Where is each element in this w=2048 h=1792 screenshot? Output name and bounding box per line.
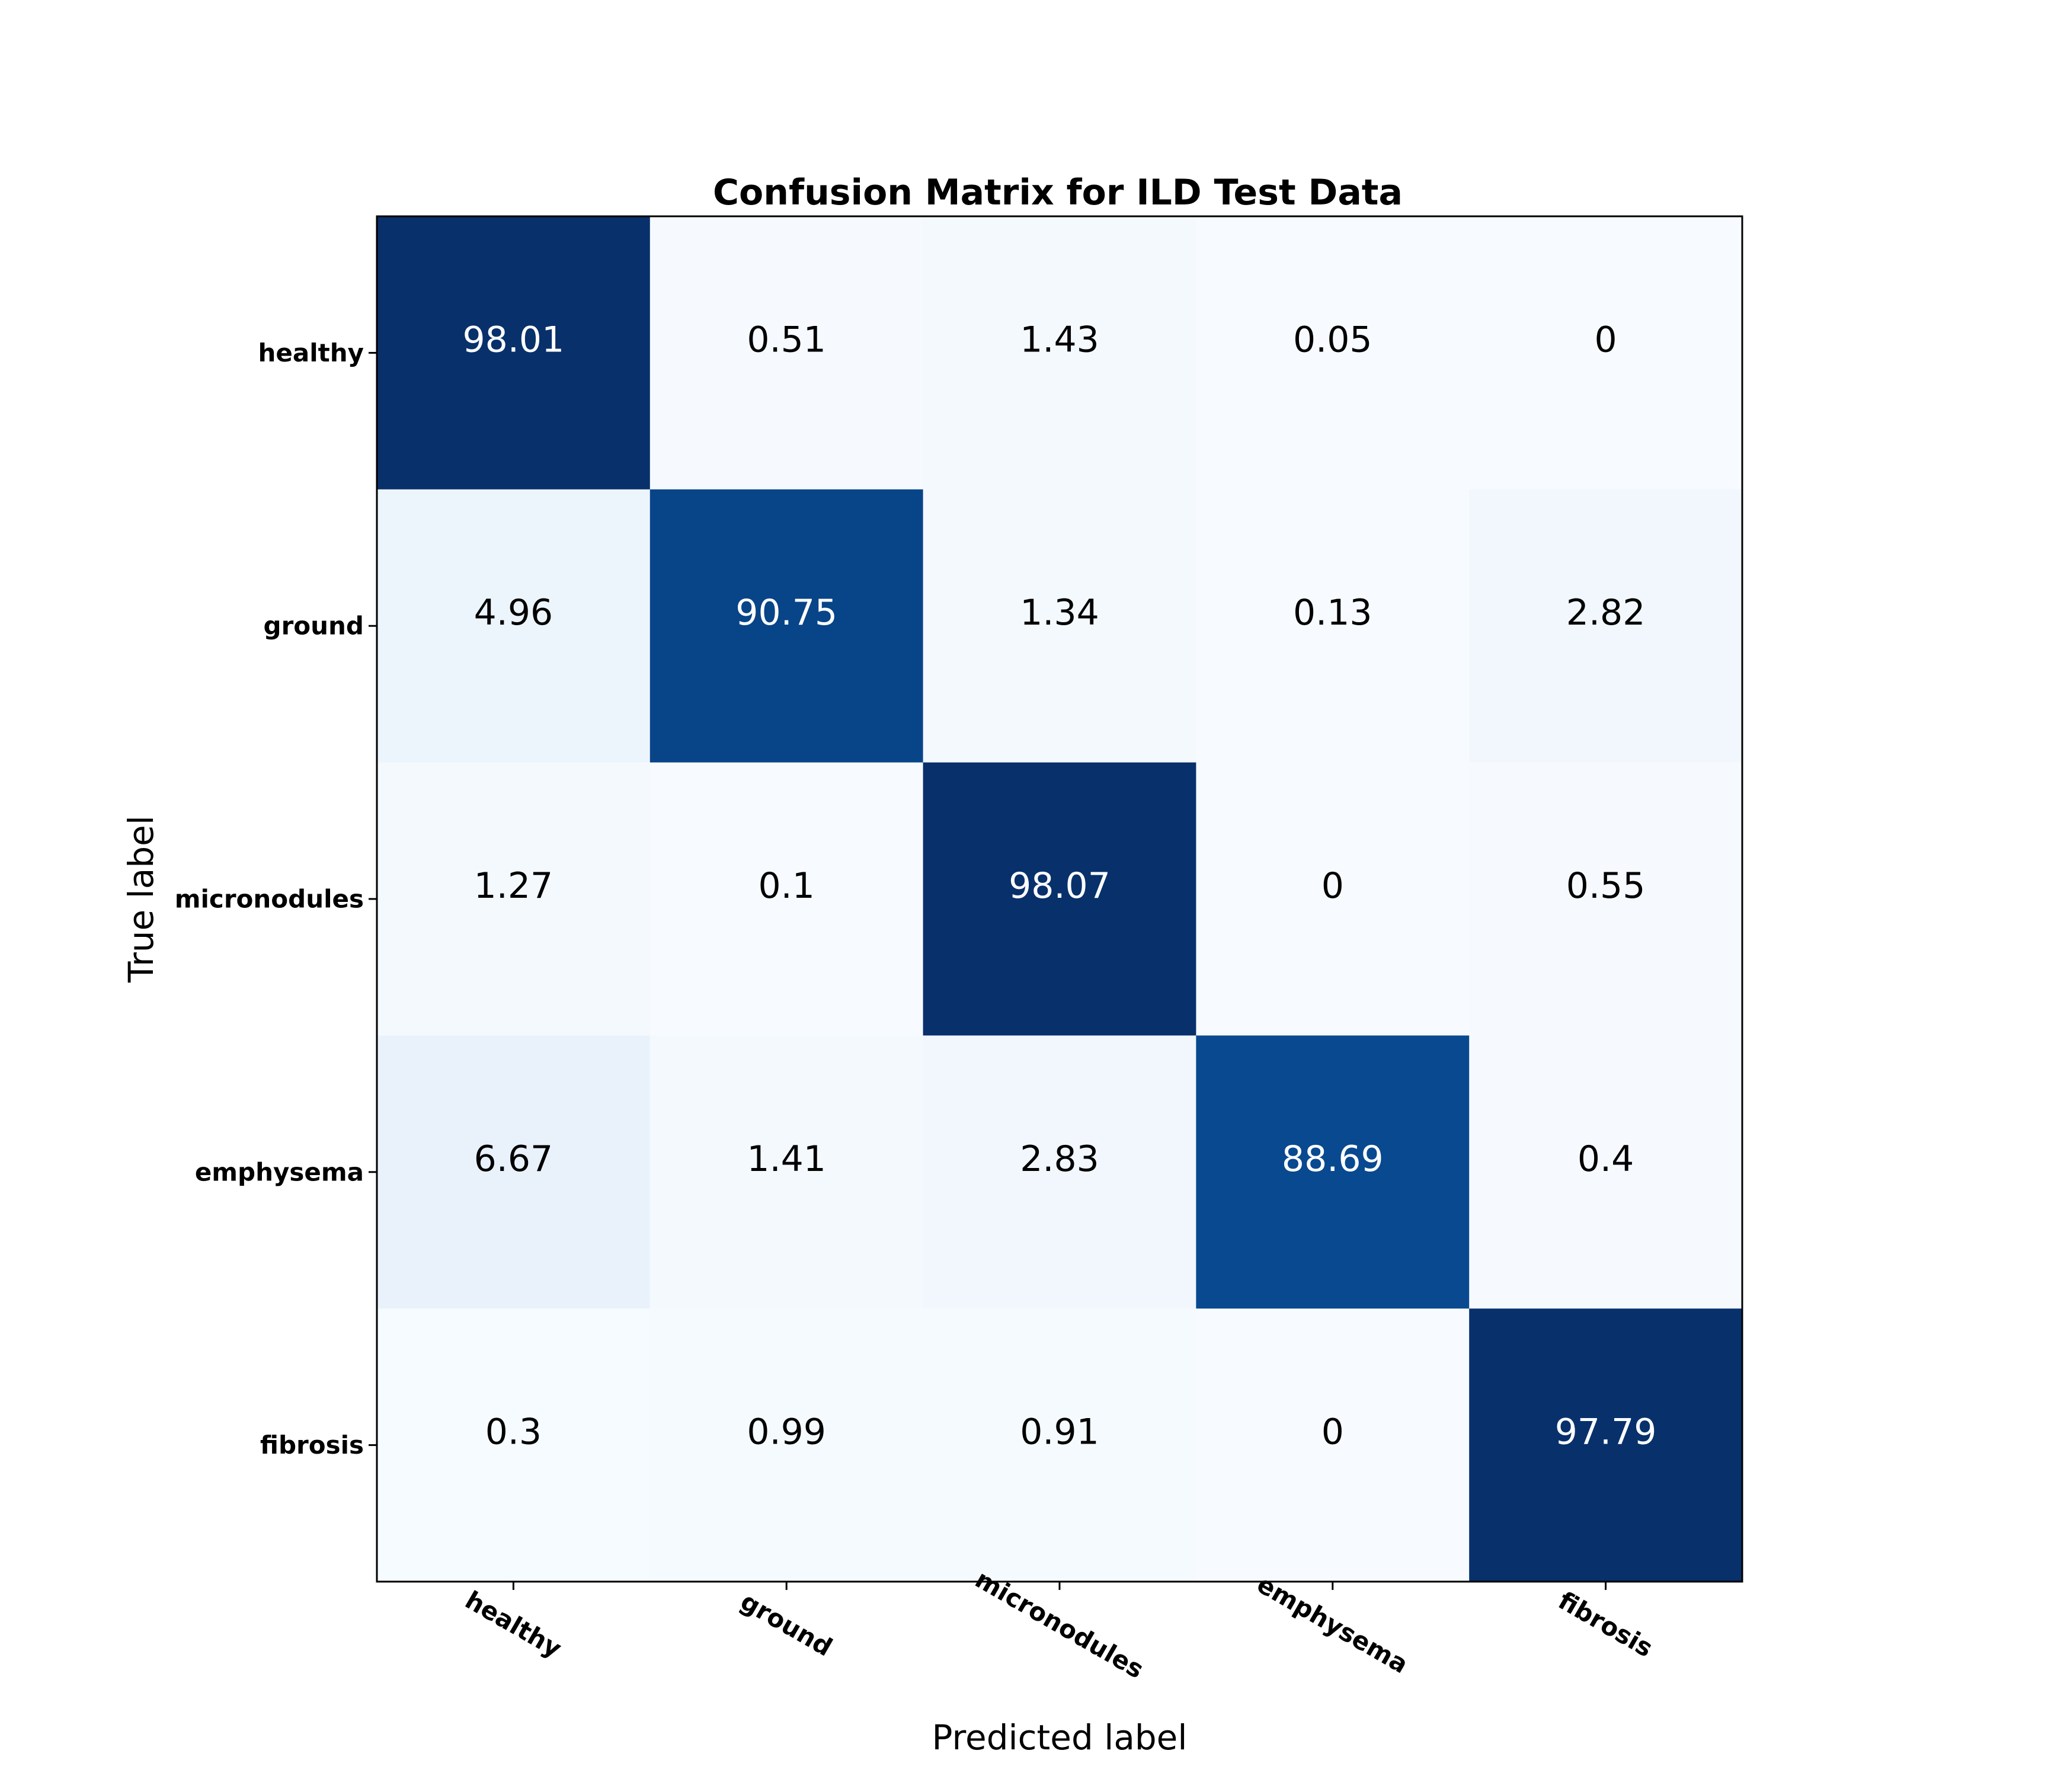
cell-value-ground-ground: 90.75 — [735, 592, 837, 633]
x-axis-title: Predicted label — [932, 1717, 1188, 1758]
heatmap-cell-healthy-ground — [649, 216, 924, 490]
y-tick-label-healthy: healthy — [258, 338, 364, 367]
heatmap-cell-ground-healthy — [377, 489, 651, 763]
cell-value-fibrosis-emphysema: 0 — [1321, 1412, 1344, 1453]
heatmap-cells — [377, 216, 1743, 1582]
chart-title: Confusion Matrix for ILD Test Data — [713, 172, 1403, 213]
cell-value-fibrosis-ground: 0.99 — [747, 1412, 826, 1453]
cell-value-emphysema-fibrosis: 0.4 — [1577, 1138, 1634, 1180]
heatmap-cell-healthy-emphysema — [1196, 216, 1470, 490]
heatmap-cell-fibrosis-emphysema — [1196, 1308, 1470, 1582]
x-tick-label-fibrosis: fibrosis — [1553, 1586, 1657, 1663]
y-tick-label-fibrosis: fibrosis — [260, 1431, 364, 1460]
heatmap-cell-ground-micronodules — [923, 489, 1196, 763]
cell-value-healthy-emphysema: 0.05 — [1293, 319, 1372, 360]
cell-value-ground-fibrosis: 2.82 — [1566, 592, 1646, 633]
cell-value-ground-emphysema: 0.13 — [1293, 592, 1372, 633]
heatmap-cell-ground-fibrosis — [1469, 489, 1743, 763]
cell-value-emphysema-micronodules: 2.83 — [1020, 1138, 1099, 1180]
heatmap-cell-micronodules-ground — [649, 762, 924, 1036]
heatmap-cell-fibrosis-micronodules — [923, 1308, 1196, 1582]
heatmap-cell-emphysema-healthy — [377, 1035, 651, 1309]
y-axis-title: True label — [121, 815, 161, 983]
cell-value-emphysema-ground: 1.41 — [747, 1138, 826, 1180]
cell-value-emphysema-emphysema: 88.69 — [1282, 1138, 1384, 1180]
heatmap-cell-emphysema-emphysema — [1196, 1035, 1470, 1309]
y-tick-label-ground: ground — [264, 612, 364, 641]
cell-value-healthy-healthy: 98.01 — [463, 319, 565, 360]
heatmap-cell-micronodules-emphysema — [1196, 762, 1470, 1036]
x-tick-label-ground: ground — [736, 1586, 837, 1662]
y-tick-label-emphysema: emphysema — [195, 1157, 364, 1186]
y-axis-ticks: healthy ground micronodules emphysema fibros… — [175, 338, 377, 1460]
x-tick-label-healthy: healthy — [460, 1585, 567, 1663]
heatmap-cell-micronodules-healthy — [377, 762, 651, 1036]
cell-value-labels: 98.01 0.51 1.43 0.05 0 4.96 90.75 1.34 0.13 2.82 1… — [463, 319, 1657, 1452]
heatmap-cell-emphysema-ground — [649, 1035, 924, 1309]
cell-value-ground-healthy: 4.96 — [474, 592, 553, 633]
cell-value-emphysema-healthy: 6.67 — [474, 1138, 553, 1180]
heatmap-cell-fibrosis-ground — [649, 1308, 924, 1582]
heatmap-cell-micronodules-micronodules — [923, 762, 1196, 1036]
y-tick-label-micronodules: micronodules — [175, 885, 364, 914]
heatmap-cell-healthy-micronodules — [923, 216, 1196, 490]
heatmap-cell-emphysema-fibrosis — [1469, 1035, 1743, 1309]
heatmap-cell-emphysema-micronodules — [923, 1035, 1196, 1309]
cell-value-micronodules-micronodules: 98.07 — [1009, 865, 1111, 907]
cell-value-fibrosis-healthy: 0.3 — [485, 1412, 542, 1453]
heatmap-cell-micronodules-fibrosis — [1469, 762, 1743, 1036]
heatmap-cell-healthy-fibrosis — [1469, 216, 1743, 490]
heatmap-cell-fibrosis-healthy — [377, 1308, 651, 1582]
cell-value-ground-micronodules: 1.34 — [1020, 592, 1099, 633]
heatmap-cell-fibrosis-fibrosis — [1469, 1308, 1743, 1582]
heatmap-cell-ground-emphysema — [1196, 489, 1470, 763]
cell-value-healthy-fibrosis: 0 — [1595, 319, 1617, 360]
cell-value-fibrosis-fibrosis: 97.79 — [1555, 1412, 1657, 1453]
heatmap-cell-healthy-healthy — [377, 216, 651, 490]
cell-value-healthy-ground: 0.51 — [747, 319, 826, 360]
heatmap-cell-ground-ground — [649, 489, 924, 763]
cell-value-micronodules-ground: 0.1 — [758, 865, 814, 907]
cell-value-micronodules-healthy: 1.27 — [474, 865, 553, 907]
cell-value-fibrosis-micronodules: 0.91 — [1020, 1412, 1099, 1453]
cell-value-micronodules-fibrosis: 0.55 — [1566, 865, 1646, 907]
cell-value-healthy-micronodules: 1.43 — [1020, 319, 1099, 360]
cell-value-micronodules-emphysema: 0 — [1321, 865, 1344, 907]
